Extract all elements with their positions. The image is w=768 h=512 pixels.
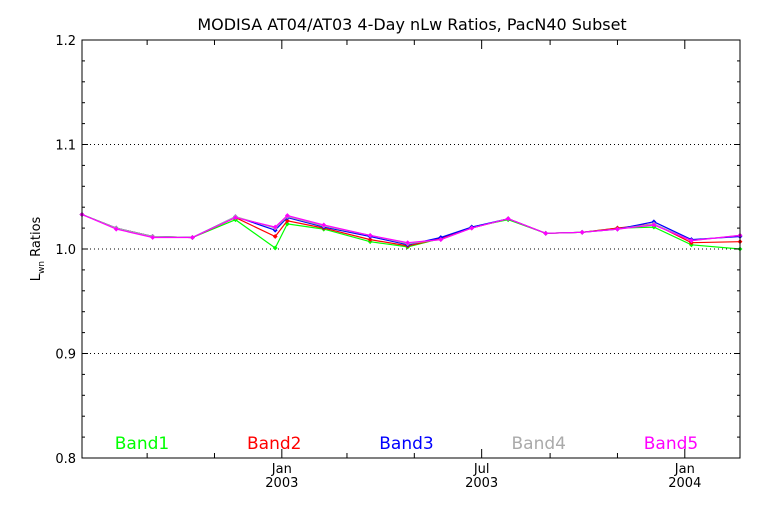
- data-point-band5: [284, 213, 290, 218]
- legend-item-band2: Band2: [247, 434, 301, 454]
- legend-item-band1: Band1: [115, 434, 169, 454]
- series-band4: [79, 212, 743, 247]
- legend-item-band3: Band3: [379, 434, 433, 454]
- y-tick-label-4: 1.2: [55, 34, 76, 49]
- x-tick-month-0: Jan: [271, 462, 292, 477]
- data-point-band5: [579, 229, 585, 235]
- data-point-band5: [688, 238, 694, 244]
- series-band3: [79, 212, 743, 248]
- data-point-band2: [272, 234, 278, 239]
- series-line-band3: [81, 213, 741, 246]
- data-point-band5: [233, 215, 238, 221]
- x-tick-year-2: 2004: [668, 476, 701, 491]
- legend-item-band5: Band5: [644, 434, 698, 454]
- y-ticks: 0.8 0.9 1.0 1.1 1.2: [55, 34, 740, 467]
- x-tick-month-1: Jul: [473, 462, 490, 477]
- data-point-band5: [615, 226, 620, 232]
- plot-frame: [81, 39, 741, 459]
- data-point-band2: [284, 218, 290, 224]
- data-point-band5: [113, 226, 119, 232]
- data-point-band5: [505, 216, 511, 222]
- data-point-band5: [405, 240, 411, 246]
- data-point-band1: [272, 245, 278, 251]
- y-tick-label-1: 0.9: [55, 348, 76, 363]
- data-point-band5: [469, 225, 475, 231]
- series-band5: [79, 212, 743, 246]
- data-point-band5: [438, 237, 444, 243]
- y-axis-label: Lwn Ratios: [29, 216, 47, 281]
- grid-lines: [82, 144, 740, 354]
- data-point-band5: [150, 235, 156, 240]
- data-point-band5: [189, 235, 195, 240]
- legend-item-band4: Band4: [512, 434, 566, 454]
- x-tick-month-2: Jan: [674, 462, 695, 477]
- series-line-band4: [81, 213, 741, 245]
- data-point-band5: [272, 224, 278, 230]
- y-tick-label-0: 0.8: [55, 452, 76, 467]
- x-tick-year-0: 2003: [265, 476, 298, 491]
- y-tick-label-2: 1.0: [55, 243, 76, 258]
- y-tick-label-3: 1.1: [55, 139, 76, 154]
- data-point-band5: [651, 222, 657, 228]
- series-line-band2: [81, 213, 741, 247]
- data-point-band5: [321, 222, 327, 228]
- series-line-band5: [81, 213, 741, 244]
- data-point-band2: [367, 237, 373, 243]
- chart-title: MODISA AT04/AT03 4-Day nLw Ratios, PacN4…: [197, 15, 626, 34]
- legend: Band1 Band2 Band3 Band4 Band5: [115, 434, 698, 454]
- data-point-band5: [367, 232, 373, 238]
- x-tick-year-1: 2003: [465, 476, 498, 491]
- series-lines: [79, 212, 743, 252]
- data-point-band5: [543, 230, 549, 236]
